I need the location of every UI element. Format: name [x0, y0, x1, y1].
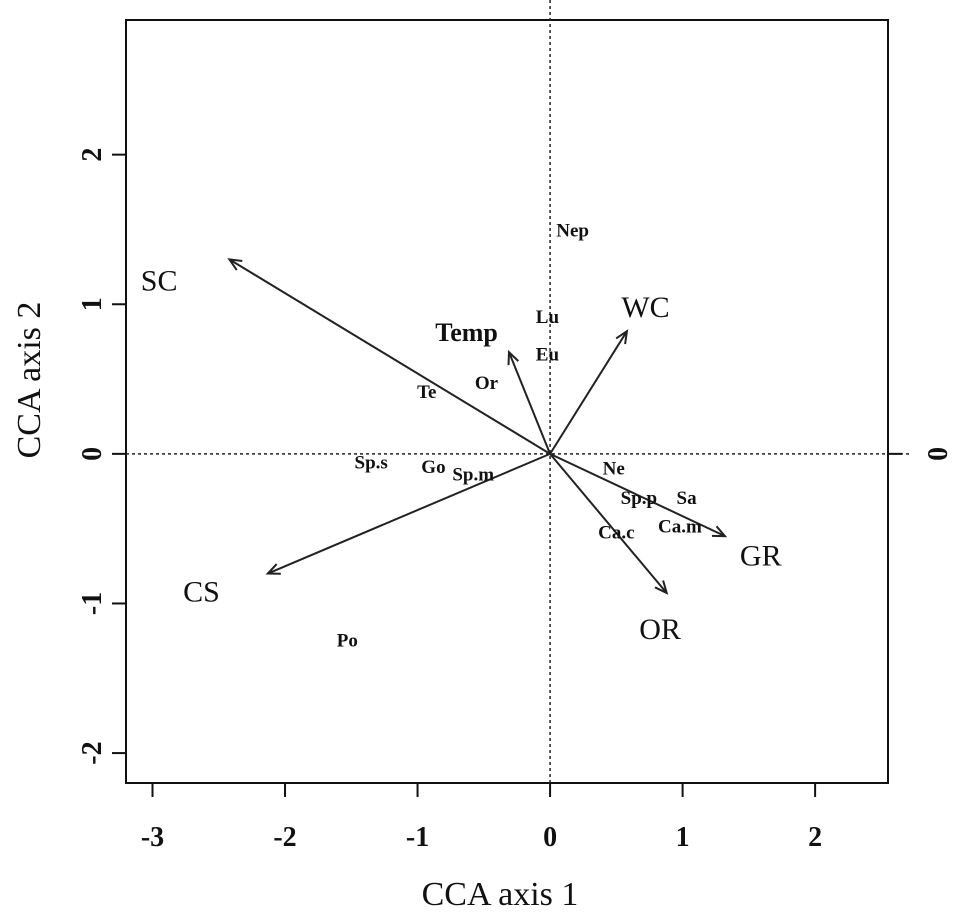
x-axis: -3 -2 -1 0 1 2	[141, 783, 822, 853]
plot-frame	[125, 19, 889, 784]
species-label-or: Or	[475, 373, 499, 394]
vector-sc-line	[228, 258, 551, 455]
vector-or-arrowhead	[654, 580, 669, 595]
vector-or-line	[549, 453, 668, 594]
species-label-sp-m: Sp.m	[452, 464, 494, 485]
vector-sc-arrowhead	[227, 258, 243, 271]
vector-cs-label: CS	[183, 576, 220, 609]
y-tick-label: 0	[77, 447, 108, 461]
x-tick-label: -1	[406, 822, 429, 853]
species-label-po: Po	[337, 630, 358, 651]
vector-cs-line	[267, 452, 551, 575]
vector-temp-arrowhead	[507, 349, 520, 366]
reference-lines	[126, 0, 910, 783]
x-tick-label: 2	[808, 822, 822, 853]
species-label-lu: Lu	[536, 307, 560, 328]
species-label-ne: Ne	[603, 458, 625, 479]
vector-gr-line	[549, 452, 726, 538]
vector-wc-line	[549, 330, 628, 455]
vector-or-label: OR	[639, 613, 681, 646]
vector-sc-label: SC	[141, 264, 178, 297]
vector-cs-arrowhead	[265, 563, 281, 575]
vector-temp-line	[508, 351, 551, 455]
x-axis-title: CCA axis 1	[422, 876, 579, 913]
y-axis-title: CCA axis 2	[11, 302, 48, 459]
species-label-nep: Nep	[556, 220, 589, 241]
vector-gr-arrowhead	[711, 525, 728, 538]
vector-wc-label: WC	[621, 291, 669, 324]
x-tick-label: 0	[543, 822, 557, 853]
y-tick-label: -1	[77, 592, 108, 615]
vector-gr-label: GR	[740, 540, 782, 573]
x-tick-label: 1	[676, 822, 690, 853]
y-tick-label: 1	[77, 297, 108, 311]
species-label-go: Go	[421, 457, 445, 478]
species-labels: Nep Lu Eu Or Te Sp.s Go Sp.m Ne Sp.p Sa Ca.m Ca.c Po	[337, 220, 702, 651]
x-tick-label: -3	[141, 822, 164, 853]
species-label-te: Te	[417, 382, 436, 403]
right-axis: 0	[888, 447, 954, 461]
species-label-sp-p: Sp.p	[621, 488, 657, 509]
vector-wc-arrowhead	[615, 329, 629, 345]
y-axis: -2 -1 0 1 2	[77, 148, 126, 765]
species-label-ca-c: Ca.c	[598, 523, 634, 544]
species-label-sa: Sa	[677, 488, 698, 509]
right-tick-label: 0	[923, 447, 954, 461]
species-label-sp-s: Sp.s	[355, 452, 388, 473]
environmental-vectors: SC Temp WC GR OR CS	[141, 258, 782, 646]
x-tick-label: -2	[273, 822, 296, 853]
species-label-ca-m: Ca.m	[658, 517, 702, 538]
y-tick-label: -2	[77, 741, 108, 764]
species-label-eu: Eu	[536, 345, 560, 366]
y-tick-label: 2	[77, 148, 108, 162]
vector-temp-label: Temp	[435, 318, 498, 347]
